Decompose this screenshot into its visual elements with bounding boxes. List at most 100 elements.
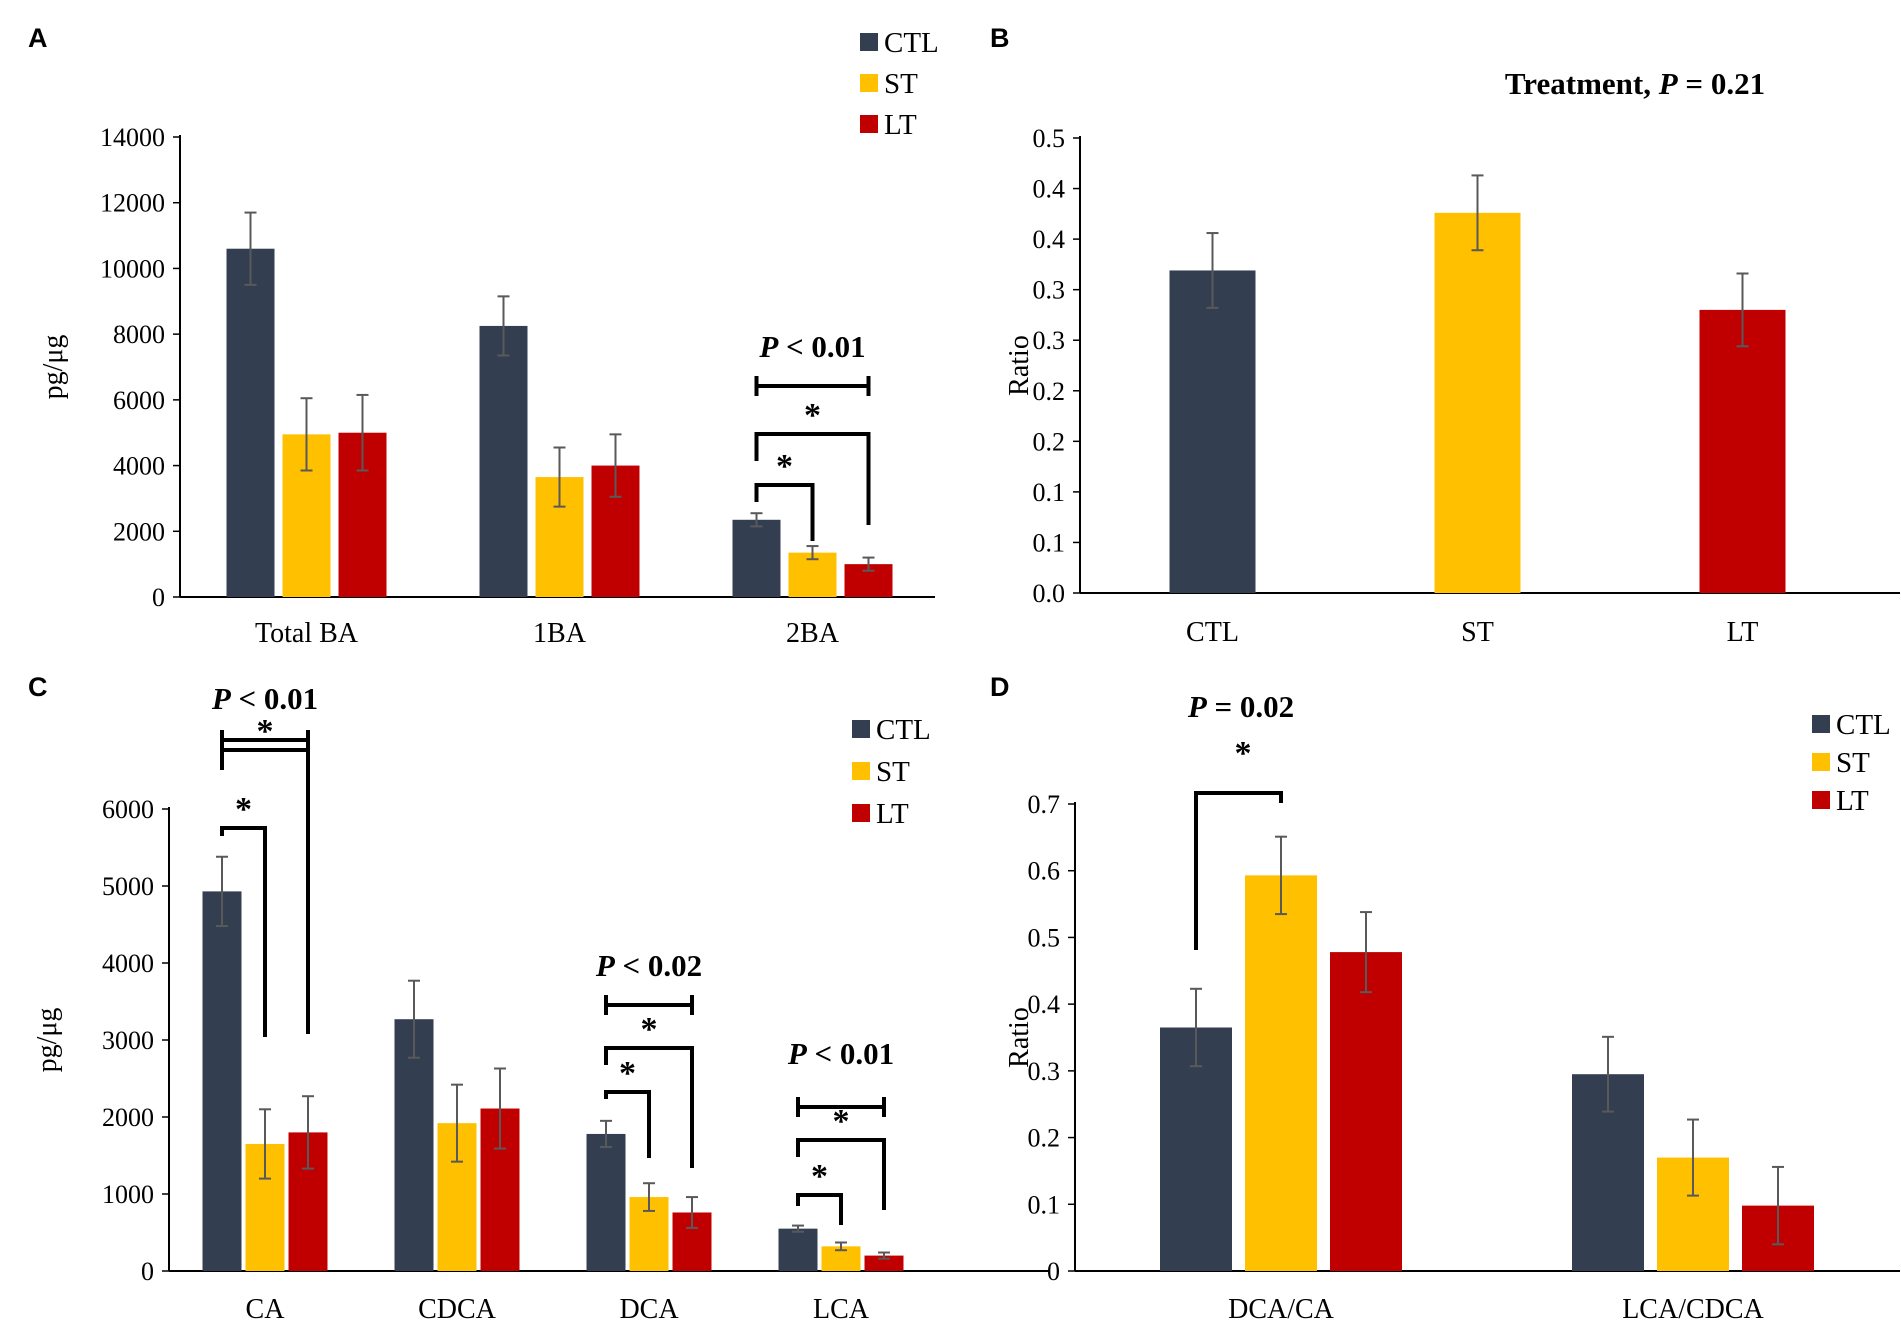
- x-category-label: LCA/CDCA: [1622, 1294, 1764, 1325]
- p-value-annotation: P < 0.01: [211, 681, 318, 716]
- y-tick-label: 0.2: [1033, 427, 1066, 456]
- y-tick-label: 0.3: [1028, 1057, 1061, 1086]
- panel-letter: B: [990, 23, 1010, 53]
- y-tick-label: 0.2: [1028, 1124, 1061, 1153]
- overall-comparison-bar: [754, 376, 871, 396]
- significance-star: *: [833, 1103, 850, 1140]
- x-category-label: Total BA: [255, 618, 359, 649]
- y-tick-label: 0.6: [1028, 857, 1061, 886]
- y-tick-label: 12000: [100, 189, 165, 218]
- bar-ctl-1ba: [479, 325, 528, 597]
- p-value-annotation: P < 0.01: [787, 1036, 894, 1071]
- y-tick-label: 0: [141, 1257, 154, 1286]
- significance-star: *: [804, 397, 821, 434]
- y-tick-label: 2000: [102, 1103, 154, 1132]
- bar-ctl-dca: [586, 1133, 626, 1271]
- y-tick-label: 0.0: [1033, 579, 1066, 608]
- x-category-label: DCA: [619, 1294, 679, 1325]
- p-value-annotation: P < 0.02: [595, 948, 702, 983]
- bar-st-dca-ca: [1245, 875, 1317, 1271]
- significance-bracket: [796, 1138, 886, 1210]
- significance-star: *: [235, 791, 252, 828]
- significance-star: *: [619, 1055, 636, 1092]
- y-tick-label: 0.1: [1028, 1190, 1061, 1219]
- significance-star: *: [641, 1011, 658, 1048]
- significance-bracket: [220, 826, 267, 1037]
- significance-bracket: [604, 1046, 694, 1168]
- bar-ctl: [1169, 270, 1256, 593]
- y-axis-label: Ratio: [1004, 335, 1035, 396]
- panel-d: 0 0.1 0.2 0.3 0.4 0.5 0.6 0.7 Ratio D DCA/CA LCA/CD…: [990, 672, 1900, 1325]
- significance-bracket: [796, 1193, 843, 1225]
- y-tick-label: 3000: [102, 1026, 154, 1055]
- significance-bracket: [754, 432, 871, 525]
- y-axis-label: pg/μg: [38, 335, 69, 400]
- x-category-label: CTL: [1186, 617, 1239, 648]
- y-tick-label: 6000: [113, 386, 165, 415]
- significance-star: *: [776, 448, 793, 485]
- x-category-label: DCA/CA: [1228, 1294, 1335, 1325]
- x-category-label: LCA: [813, 1294, 870, 1325]
- chart-title: Treatment, P = 0.21: [1505, 66, 1765, 101]
- panel-a: 0 2000 4000 6000 8000 10000 12000 14000 pg/μg A To…: [28, 23, 939, 649]
- legend-label-lt: LT: [884, 109, 917, 141]
- x-category-label: 1BA: [533, 618, 587, 649]
- legend-swatch-st: [860, 74, 878, 92]
- significance-bracket: [604, 1090, 651, 1158]
- y-tick-label: 5000: [102, 872, 154, 901]
- y-tick-label: 0: [152, 583, 165, 612]
- y-tick-label: 2000: [113, 517, 165, 546]
- panel-letter: C: [28, 672, 48, 702]
- legend-label-st: ST: [884, 68, 918, 100]
- overall-comparison-bar: [220, 730, 310, 750]
- bar-st: [1434, 212, 1521, 594]
- y-tick-label: 8000: [113, 320, 165, 349]
- y-tick-label: 0.5: [1028, 923, 1061, 952]
- panel-b: 0.0 0.1 0.1 0.2 0.2 0.3 0.3 0.4 0.4 0.5 Ratio B CTL S…: [990, 23, 1900, 648]
- legend-swatch-ctl: [852, 720, 870, 738]
- y-tick-label: 0: [1047, 1257, 1060, 1286]
- y-tick-label: 0.3: [1033, 276, 1066, 305]
- bar-ctl-cdca: [394, 1019, 434, 1271]
- y-tick-label: 0.4: [1033, 175, 1066, 204]
- y-tick-label: 10000: [100, 254, 165, 283]
- significance-bracket: [220, 748, 310, 1034]
- panel-c: 0 1000 2000 3000 4000 5000 6000 pg/μg C CA CDCA DCA…: [28, 672, 1048, 1325]
- bar-lt: [1699, 309, 1786, 593]
- bar-ctl-2ba: [732, 519, 781, 597]
- y-tick-label: 0.4: [1033, 225, 1066, 254]
- bar-ctl-lca: [778, 1228, 818, 1271]
- x-category-label: LT: [1727, 617, 1759, 648]
- legend-swatch-lt: [860, 115, 878, 133]
- y-tick-label: 0.5: [1033, 124, 1066, 153]
- x-category-label: CDCA: [418, 1294, 497, 1325]
- y-tick-label: 14000: [100, 123, 165, 152]
- legend-label-st: ST: [1836, 747, 1870, 779]
- y-tick-label: 0.3: [1033, 326, 1066, 355]
- overall-comparison-bar: [796, 1097, 886, 1117]
- legend-swatch-st: [1812, 753, 1830, 771]
- y-tick-label: 0.1: [1033, 528, 1066, 557]
- legend-label-ctl: CTL: [884, 27, 939, 59]
- bar-ctl-dca-ca: [1160, 1027, 1232, 1271]
- legend-swatch-ctl: [1812, 715, 1830, 733]
- y-tick-label: 4000: [102, 949, 154, 978]
- y-tick-label: 0.1: [1033, 478, 1066, 507]
- x-category-label: ST: [1461, 617, 1494, 648]
- legend-label-ctl: CTL: [1836, 709, 1891, 741]
- bar-lt-dca-ca: [1330, 952, 1402, 1271]
- significance-star: *: [257, 713, 274, 750]
- legend-swatch-lt: [852, 804, 870, 822]
- legend-label-lt: LT: [876, 798, 909, 830]
- p-value-annotation: P < 0.01: [758, 329, 865, 364]
- legend-label-lt: LT: [1836, 785, 1869, 817]
- y-tick-label: 4000: [113, 452, 165, 481]
- x-category-label: 2BA: [786, 618, 840, 649]
- legend-swatch-st: [852, 762, 870, 780]
- panel-letter: D: [990, 672, 1010, 702]
- bar-ctl-ca: [202, 891, 242, 1271]
- significance-star: *: [811, 1158, 828, 1195]
- y-axis-label: Ratio: [1004, 1007, 1035, 1068]
- significance-bracket: [1194, 791, 1283, 950]
- y-tick-label: 0.4: [1028, 990, 1061, 1019]
